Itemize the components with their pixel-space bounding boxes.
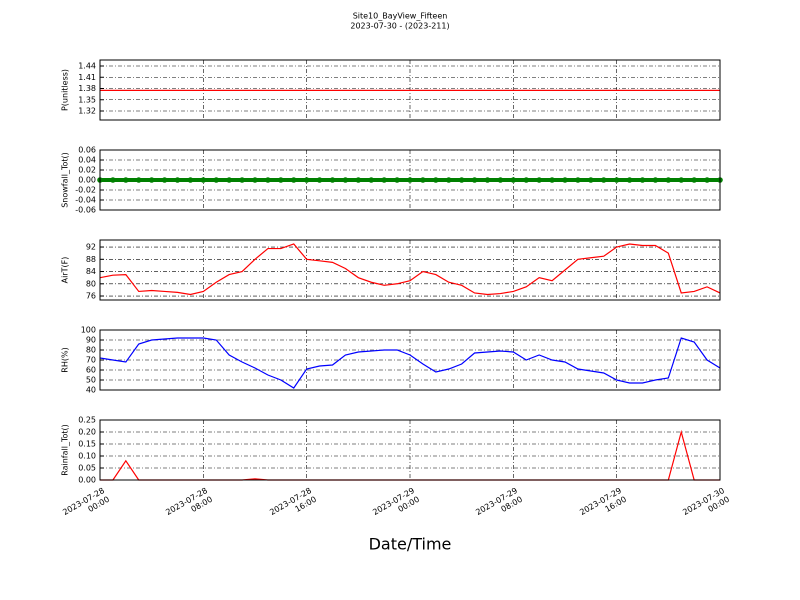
- y-tick-label: -0.06: [75, 206, 96, 215]
- figure-title: Site10_BayView_Fifteen: [353, 12, 448, 21]
- x-axis-label: Date/Time: [369, 535, 452, 554]
- data-point: [226, 177, 232, 183]
- y-tick-label: 0.02: [78, 166, 96, 175]
- figure-subtitle: 2023-07-30 - (2023-211): [350, 22, 449, 31]
- data-point: [562, 177, 568, 183]
- data-point: [652, 177, 659, 183]
- data-point: [536, 177, 542, 183]
- data-point: [665, 177, 672, 183]
- y-tick-label: 70: [86, 356, 96, 365]
- y-tick-label: 84: [86, 267, 96, 276]
- data-point: [290, 177, 297, 183]
- y-tick-label: 60: [86, 366, 96, 375]
- data-point: [600, 177, 607, 183]
- data-point: [458, 177, 465, 183]
- y-tick-label: 0.00: [78, 176, 96, 185]
- data-line: [99, 243, 721, 296]
- data-point: [278, 177, 284, 183]
- y-axis-label: AirT(F): [61, 257, 70, 284]
- data-point: [394, 177, 400, 183]
- y-tick-label: 50: [86, 376, 96, 385]
- data-point: [523, 177, 530, 183]
- data-line: [99, 337, 721, 389]
- data-point: [626, 177, 633, 183]
- data-point: [484, 177, 491, 183]
- y-tick-label: 0.00: [78, 476, 96, 485]
- y-tick-label: 0.04: [78, 156, 96, 165]
- data-point: [471, 177, 478, 183]
- y-tick-label: 0.25: [78, 416, 96, 425]
- data-point: [316, 177, 323, 183]
- y-tick-label: 0.15: [78, 440, 96, 449]
- data-point: [252, 177, 258, 183]
- y-tick-label: 40: [86, 386, 96, 395]
- data-point: [407, 177, 413, 183]
- data-point: [691, 177, 697, 183]
- y-axis-label: Rainfall_Tot(): [61, 424, 70, 476]
- data-point: [123, 177, 129, 183]
- data-point: [381, 177, 387, 183]
- data-point: [433, 177, 439, 183]
- y-tick-label: 1.41: [78, 73, 96, 82]
- data-point: [329, 177, 336, 183]
- data-point: [161, 177, 168, 183]
- y-tick-label: 92: [86, 243, 96, 252]
- y-axis-label: P(unitless): [61, 69, 70, 111]
- plot-frame: [99, 419, 721, 481]
- data-point: [148, 177, 155, 183]
- data-point: [135, 177, 142, 183]
- y-tick-label: 80: [86, 279, 96, 288]
- y-axis-label: Snowfall_Tot(): [61, 152, 70, 208]
- y-tick-label: 0.05: [78, 464, 96, 473]
- data-point: [200, 177, 207, 183]
- y-tick-label: 0.10: [78, 452, 96, 461]
- data-point: [355, 177, 362, 183]
- data-point: [678, 177, 685, 183]
- data-point: [303, 177, 310, 183]
- data-point: [497, 177, 504, 183]
- y-tick-label: 1.44: [78, 62, 96, 71]
- data-point: [588, 177, 594, 183]
- data-point: [510, 177, 517, 183]
- data-point: [342, 177, 349, 183]
- y-tick-label: 1.35: [78, 95, 96, 104]
- data-point: [420, 177, 426, 183]
- data-point: [704, 177, 710, 183]
- y-tick-label: 1.38: [78, 84, 96, 93]
- y-tick-label: 0.20: [78, 428, 96, 437]
- y-tick-label: 0.06: [78, 146, 96, 155]
- data-point: [549, 177, 555, 183]
- plot-frame: [99, 329, 721, 391]
- plot-frame: [99, 59, 721, 121]
- data-point: [174, 177, 181, 183]
- data-point: [265, 177, 271, 183]
- plot-frame: [99, 149, 721, 211]
- y-axis-label: RH(%): [61, 347, 70, 372]
- data-point: [187, 177, 194, 183]
- data-point: [575, 177, 581, 183]
- y-tick-label: 100: [81, 326, 96, 335]
- plot-frame: [99, 239, 721, 301]
- y-tick-label: -0.02: [75, 186, 96, 195]
- data-point: [445, 177, 452, 183]
- y-tick-label: 1.32: [78, 107, 96, 116]
- data-point: [613, 177, 620, 183]
- y-tick-label: 90: [86, 336, 96, 345]
- y-tick-label: 80: [86, 346, 96, 355]
- data-point: [213, 177, 220, 183]
- y-tick-label: 88: [86, 255, 96, 264]
- y-tick-label: 76: [86, 292, 96, 301]
- data-point: [368, 177, 375, 183]
- y-tick-label: -0.04: [75, 196, 96, 205]
- data-point: [639, 177, 646, 183]
- data-point: [110, 177, 116, 183]
- data-point: [239, 177, 245, 183]
